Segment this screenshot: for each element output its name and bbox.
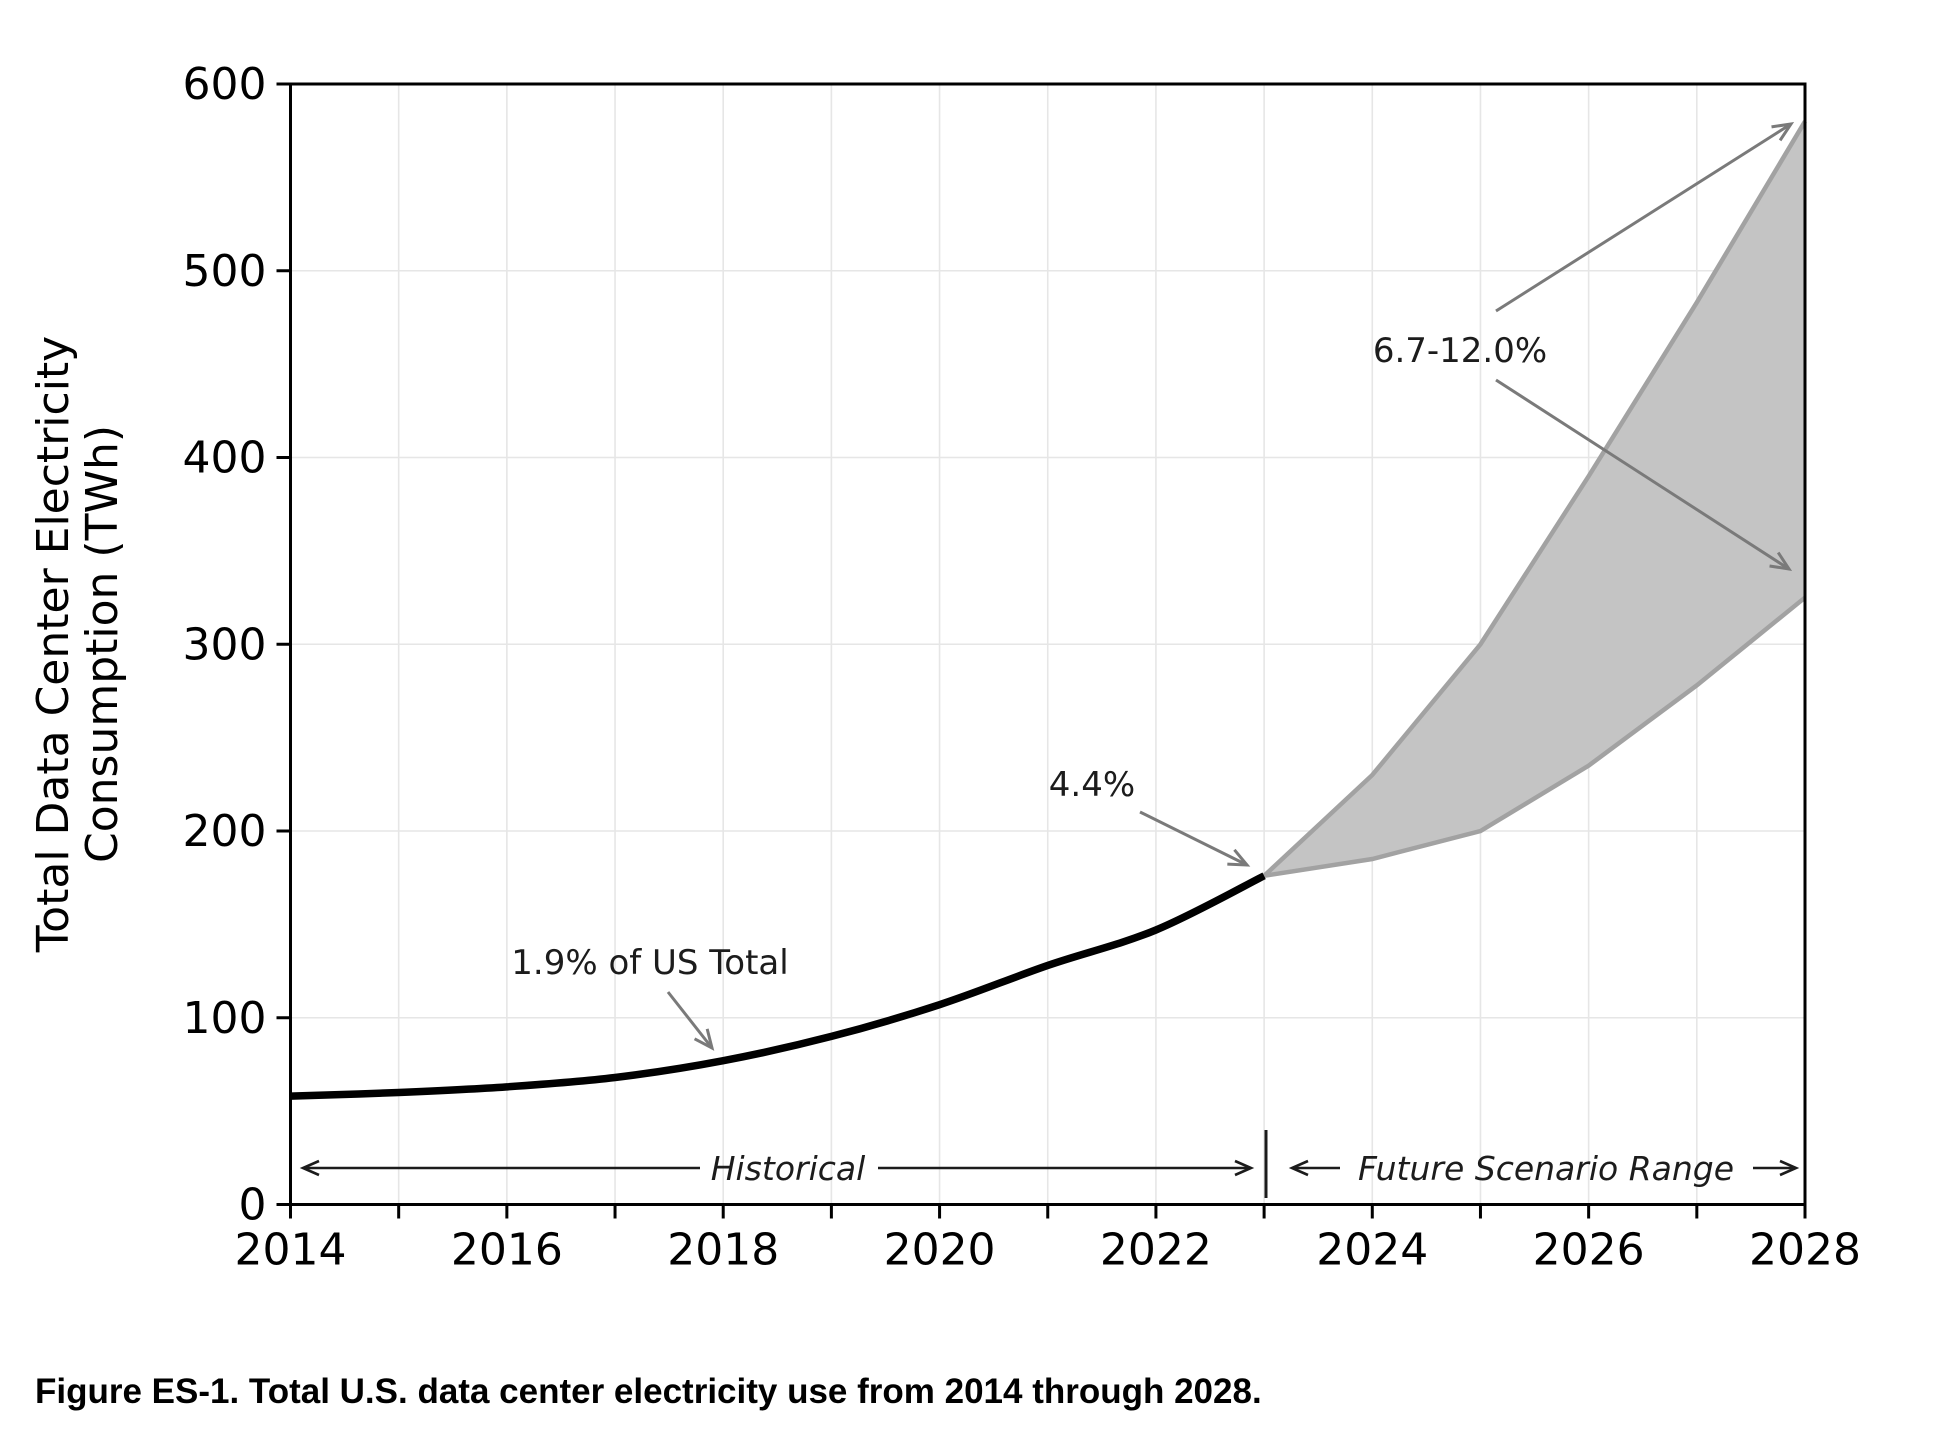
y-tick-label: 0 [239,1180,267,1231]
annotation-arrow-4-4 [1139,810,1251,867]
future-span-label: Future Scenario Range [1358,1149,1734,1188]
annotation-arrow-1-9 [666,991,715,1051]
annotation-arrow-high-scenario [1495,122,1795,313]
y-axis-tick-labels: 0 100 200 300 400 500 600 [183,59,267,1231]
scenario-band-upper-edge [1262,120,1807,878]
y-tick-label: 500 [183,246,267,297]
future-range-band [1262,120,1807,879]
annotation-1-9-percent: 1.9% of US Total [511,943,788,983]
y-tick-label: 200 [183,806,267,857]
y-tick-label: 400 [183,433,267,484]
x-tick-label: 2022 [1100,1225,1212,1276]
x-tick-label: 2014 [235,1225,347,1276]
historical-series-path [290,872,1266,1100]
x-tick-label: 2024 [1316,1225,1428,1276]
x-tick-label: 2020 [884,1225,996,1276]
x-tick-label: 2018 [667,1225,779,1276]
historical-line [290,872,1266,1100]
x-tick-label: 2026 [1533,1225,1645,1276]
data-center-electricity-chart: 2014 2016 2018 2020 2022 2024 2026 2028 0 100 200… [28,59,1861,1276]
scenario-band-fill [1264,121,1805,876]
y-tick-label: 600 [183,59,267,110]
y-axis-title-line1: Total Data Center Electricity [28,336,79,953]
x-tick-label: 2016 [451,1225,563,1276]
scenario-band-lower-edge [1263,595,1807,879]
axis-ticks [276,82,1807,1219]
y-tick-label: 100 [183,993,267,1044]
x-tick-label: 2028 [1749,1225,1861,1276]
annotation-4-4-percent: 4.4% [1049,765,1135,805]
historical-span-label: Historical [711,1149,866,1188]
annotation-arrow-low-scenario [1495,378,1793,572]
annotation-6-7-12-percent: 6.7-12.0% [1373,331,1547,371]
x-axis-tick-labels: 2014 2016 2018 2020 2022 2024 2026 2028 [235,1225,1861,1276]
y-axis-title-line2: Consumption (TWh) [77,425,128,863]
y-tick-label: 300 [183,619,267,670]
figure-caption: Figure ES-1. Total U.S. data center elec… [35,1372,1262,1411]
